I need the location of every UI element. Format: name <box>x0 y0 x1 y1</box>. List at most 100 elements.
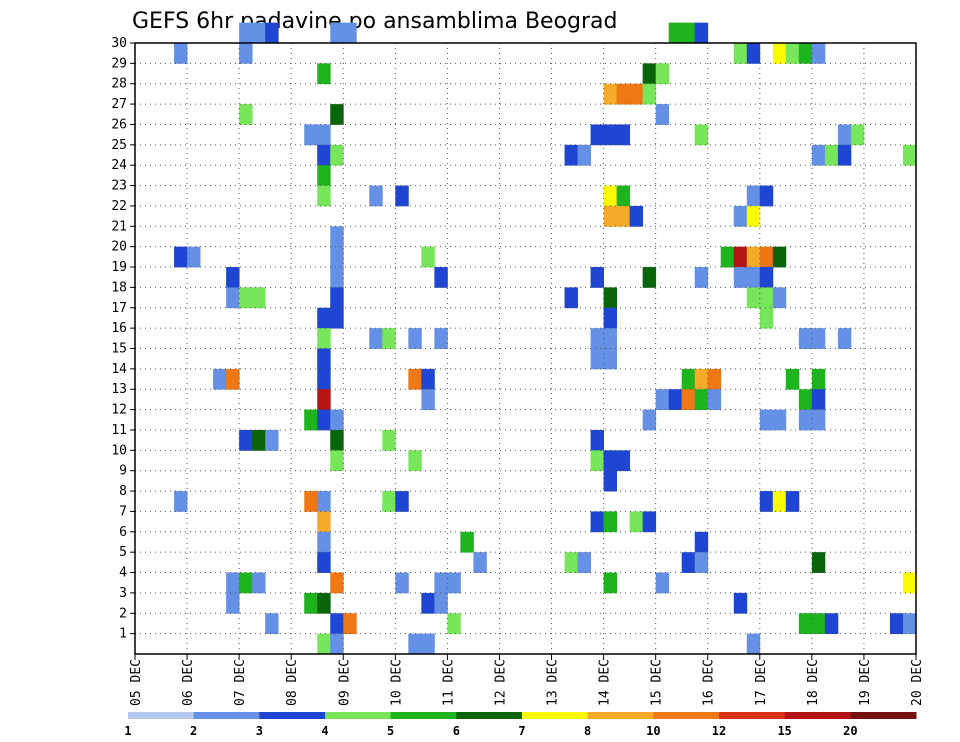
heatmap-cell <box>577 144 591 166</box>
colorbar-label: 2 <box>190 724 197 738</box>
heatmap-cell <box>707 368 722 390</box>
heatmap-cell <box>226 572 240 594</box>
colorbar-label: 6 <box>453 724 460 738</box>
heatmap-cell <box>694 124 709 146</box>
y-tick-label: 1 <box>119 627 127 642</box>
heatmap-cell <box>720 246 735 268</box>
heatmap-cell <box>408 368 422 390</box>
heatmap-cell <box>239 429 253 451</box>
heatmap-cell <box>395 185 409 207</box>
heatmap-cell <box>642 511 657 533</box>
heatmap-cell <box>694 552 709 573</box>
heatmap-cell <box>408 450 422 472</box>
y-tick-label: 8 <box>119 484 127 499</box>
heatmap-cell <box>590 511 604 533</box>
heatmap-cell <box>421 389 435 410</box>
y-tick-label: 10 <box>111 443 127 458</box>
y-tick-label: 7 <box>119 504 127 519</box>
heatmap-cell <box>746 205 761 227</box>
y-tick-label: 6 <box>119 525 127 540</box>
heatmap-cell <box>174 246 188 268</box>
heatmap-cell <box>642 409 657 431</box>
heatmap-cell <box>681 389 696 410</box>
y-tick-label: 20 <box>111 240 127 255</box>
colorbar: 1 2 3 4 5 6 7 8 10 12 15 20 <box>124 712 917 738</box>
heatmap-cell <box>616 450 631 472</box>
colorbar-swatch <box>653 712 720 719</box>
y-tick-label: 22 <box>111 199 127 214</box>
heatmap-cell <box>213 368 227 390</box>
heatmap-cell <box>421 368 435 390</box>
heatmap-cell <box>824 144 839 166</box>
heatmap-cell <box>590 267 604 288</box>
heatmap-cell <box>603 287 618 309</box>
heatmap-cell <box>226 287 240 309</box>
colorbar-swatch <box>850 712 917 719</box>
heatmap-cell <box>265 613 279 635</box>
heatmap-cell <box>668 22 683 44</box>
heatmap-cell <box>590 450 604 472</box>
heatmap-cell <box>850 124 865 146</box>
heatmap-cell <box>811 368 826 390</box>
heatmap-cell <box>330 22 344 44</box>
heatmap-cell <box>330 246 344 268</box>
heatmap-cell <box>603 185 618 207</box>
heatmap-cell <box>317 633 331 655</box>
heatmap-cell <box>577 552 591 573</box>
heatmap-cell <box>681 368 696 390</box>
heatmap-cell <box>785 491 800 512</box>
heatmap-cell <box>694 22 709 44</box>
heatmap-cell <box>317 531 331 553</box>
heatmap-cell <box>824 613 839 635</box>
heatmap-cell <box>798 328 813 349</box>
colorbar-swatch <box>259 712 326 719</box>
heatmap-cell <box>304 592 318 614</box>
heatmap-cell <box>772 246 787 268</box>
heatmap-cell <box>655 63 670 85</box>
heatmap-cell <box>811 409 826 431</box>
x-tick-label: 15 DEC <box>650 659 665 706</box>
heatmap-cell <box>317 328 331 349</box>
heatmap-cell <box>564 144 578 166</box>
heatmap-cell <box>642 83 657 105</box>
heatmap-cell <box>252 429 266 451</box>
heatmap-cell <box>902 144 917 166</box>
heatmap-cell <box>330 409 344 431</box>
heatmap-cell <box>564 287 578 309</box>
y-tick-label: 13 <box>111 382 127 397</box>
heatmap-cell <box>330 104 344 125</box>
y-tick-label: 2 <box>119 606 127 621</box>
heatmap-cell <box>772 409 787 431</box>
y-tick-label: 30 <box>111 36 127 51</box>
heatmap-cell <box>759 185 774 207</box>
heatmap-cell <box>668 389 683 410</box>
heatmap-cell <box>330 572 344 594</box>
colorbar-label: 4 <box>321 724 328 738</box>
y-axis: 1234567891011121314151617181920212223242… <box>111 36 135 642</box>
heatmap-cell <box>603 124 618 146</box>
heatmap-cell <box>798 389 813 410</box>
heatmap-cell <box>772 491 787 512</box>
heatmap-cell <box>590 348 604 370</box>
y-tick-label: 26 <box>111 117 127 132</box>
x-tick-label: 12 DEC <box>493 659 508 706</box>
heatmap-cell <box>473 552 487 573</box>
heatmap-cell <box>902 613 917 635</box>
heatmap-cell <box>447 613 461 635</box>
colorbar-swatch <box>128 712 195 719</box>
heatmap-cell <box>330 450 344 472</box>
heatmap-cell <box>317 144 331 166</box>
heatmap-cell <box>174 43 188 64</box>
heatmap-cell <box>616 83 631 105</box>
heatmap-cell <box>902 572 917 594</box>
heatmap-cell <box>811 43 826 64</box>
x-tick-label: 05 DEC <box>129 659 144 706</box>
heatmap-cell <box>395 572 409 594</box>
heatmap-cell <box>811 389 826 410</box>
heatmap-cell <box>187 246 201 268</box>
heatmap-cell <box>759 246 774 268</box>
colorbar-swatch <box>456 712 523 719</box>
heatmap-cell <box>317 63 331 85</box>
y-tick-label: 15 <box>111 342 127 357</box>
x-tick-label: 16 DEC <box>702 659 717 706</box>
